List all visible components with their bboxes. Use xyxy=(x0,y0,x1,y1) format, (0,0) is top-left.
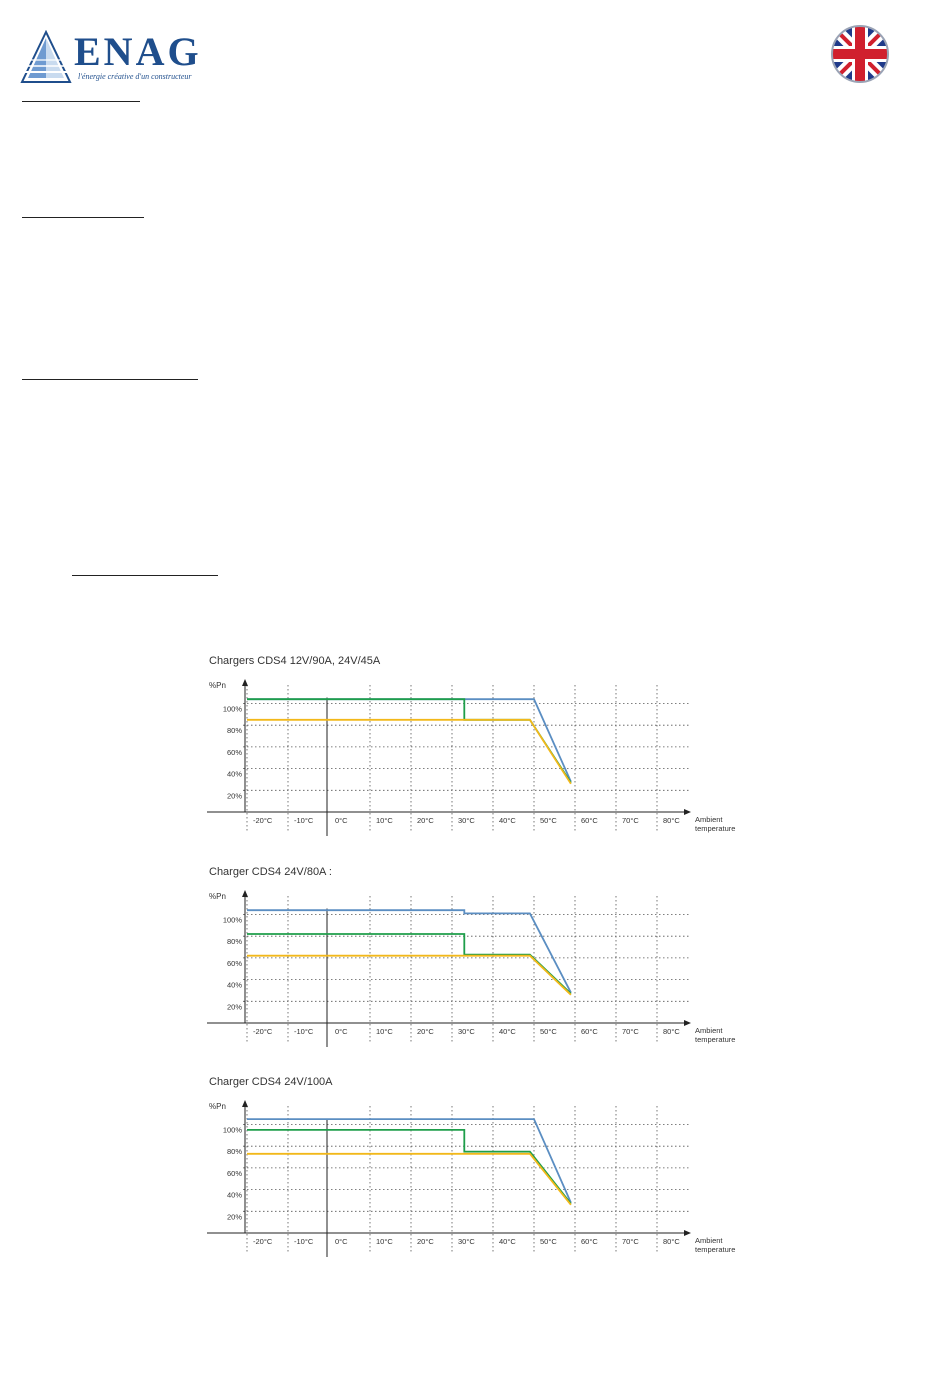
x-tick-label: -20°C xyxy=(253,1237,273,1246)
series-line xyxy=(247,698,572,784)
x-tick-label: 20°C xyxy=(417,1237,434,1246)
y-tick-label: 20% xyxy=(227,1002,242,1011)
x-tick-label: 30°C xyxy=(458,1027,475,1036)
y-tick-label: 40% xyxy=(227,770,242,779)
y-tick-label: 40% xyxy=(227,1191,242,1200)
y-axis-label: %Pn xyxy=(209,1102,226,1111)
x-axis-label: Ambient temperature xyxy=(695,815,735,833)
x-tick-label: 70°C xyxy=(622,1237,639,1246)
series-line xyxy=(247,954,572,996)
x-tick-label: -10°C xyxy=(294,1237,314,1246)
y-tick-label: 20% xyxy=(227,791,242,800)
chart-title: Charger CDS4 24V/100A xyxy=(209,1076,333,1088)
x-tick-label: 70°C xyxy=(622,1027,639,1036)
x-tick-label: 30°C xyxy=(458,1237,475,1246)
x-tick-label: 80°C xyxy=(663,1027,680,1036)
y-axis-label: %Pn xyxy=(209,681,226,690)
y-tick-label: 60% xyxy=(227,959,242,968)
y-tick-label: 80% xyxy=(227,726,242,735)
x-tick-label: 10°C xyxy=(376,1237,393,1246)
x-tick-label: 40°C xyxy=(499,1027,516,1036)
y-axis-arrow xyxy=(242,890,248,897)
brand-tagline: l'énergie créative d'un constructeur xyxy=(78,72,192,81)
y-tick-label: 100% xyxy=(223,1126,243,1135)
chart-plot: %Pn 20% 40% 60% 80% 100% -20°C -10°C 0°C 10°C 20°C… xyxy=(207,890,735,1047)
x-tick-label: 80°C xyxy=(663,816,680,825)
enag-logo: ENAG l'énergie créative d'un constructeu… xyxy=(18,28,208,86)
y-tick-label: 80% xyxy=(227,1147,242,1156)
y-tick-label: 100% xyxy=(223,916,243,925)
x-tick-label: 50°C xyxy=(540,1237,557,1246)
x-tick-label: 20°C xyxy=(417,816,434,825)
y-axis-label: %Pn xyxy=(209,892,226,901)
x-tick-label: 50°C xyxy=(540,1027,557,1036)
derating-chart: Charger CDS4 24V/80A : %Pn 20% 40% 60% 80% 10… xyxy=(205,866,765,1051)
x-tick-label: 10°C xyxy=(376,1027,393,1036)
section-heading-rule xyxy=(22,101,140,102)
y-tick-label: 40% xyxy=(227,981,242,990)
x-tick-label: 60°C xyxy=(581,1237,598,1246)
section-heading-rule xyxy=(72,575,218,576)
x-tick-label: 40°C xyxy=(499,816,516,825)
x-tick-label: -20°C xyxy=(253,816,273,825)
x-tick-label: 0°C xyxy=(335,816,348,825)
x-tick-label: 80°C xyxy=(663,1237,680,1246)
x-tick-label: -10°C xyxy=(294,1027,314,1036)
chart-title: Chargers CDS4 12V/90A, 24V/45A xyxy=(209,655,381,667)
x-axis-arrow xyxy=(684,1020,691,1026)
x-axis-label: Ambient temperature xyxy=(695,1236,735,1254)
series-line xyxy=(247,698,572,782)
derating-chart: Charger CDS4 24V/100A %Pn 20% 40% 60% 80% 100… xyxy=(205,1076,765,1261)
chart-plot: %Pn 20% 40% 60% 80% 100% -20°C -10°C 0°C 10°C 20°C… xyxy=(207,679,735,836)
x-tick-label: 10°C xyxy=(376,816,393,825)
x-tick-label: 60°C xyxy=(581,816,598,825)
y-axis-arrow xyxy=(242,679,248,686)
x-axis-label: Ambient temperature xyxy=(695,1026,735,1044)
series-line xyxy=(247,1152,572,1206)
x-tick-label: 0°C xyxy=(335,1027,348,1036)
chart-plot: %Pn 20% 40% 60% 80% 100% -20°C -10°C 0°C 10°C 20°C… xyxy=(207,1100,735,1257)
x-tick-label: 30°C xyxy=(458,816,475,825)
x-tick-label: 50°C xyxy=(540,816,557,825)
section-heading-rule xyxy=(22,379,198,380)
y-tick-label: 100% xyxy=(223,705,243,714)
x-tick-label: 70°C xyxy=(622,816,639,825)
y-axis-arrow xyxy=(242,1100,248,1107)
enag-logo-mark xyxy=(20,30,72,83)
series-line xyxy=(247,718,572,785)
x-tick-label: 0°C xyxy=(335,1237,348,1246)
y-tick-label: 60% xyxy=(227,748,242,757)
x-tick-label: 20°C xyxy=(417,1027,434,1036)
series-line xyxy=(247,909,572,994)
series-line xyxy=(247,933,572,995)
y-tick-label: 20% xyxy=(227,1212,242,1221)
x-tick-label: -10°C xyxy=(294,816,314,825)
x-tick-label: -20°C xyxy=(253,1027,273,1036)
y-tick-label: 60% xyxy=(227,1169,242,1178)
chart-title: Charger CDS4 24V/80A : xyxy=(209,866,332,878)
derating-chart: Chargers CDS4 12V/90A, 24V/45A %Pn 20% 40%… xyxy=(205,655,765,840)
series-line xyxy=(247,1129,572,1205)
series-line xyxy=(247,1118,572,1203)
brand-name: ENAG xyxy=(74,29,202,74)
union-jack-flag-icon xyxy=(830,24,890,84)
x-tick-label: 60°C xyxy=(581,1027,598,1036)
x-axis-arrow xyxy=(684,809,691,815)
x-axis-arrow xyxy=(684,1230,691,1236)
x-tick-label: 40°C xyxy=(499,1237,516,1246)
section-heading-rule xyxy=(22,217,144,218)
y-tick-label: 80% xyxy=(227,937,242,946)
